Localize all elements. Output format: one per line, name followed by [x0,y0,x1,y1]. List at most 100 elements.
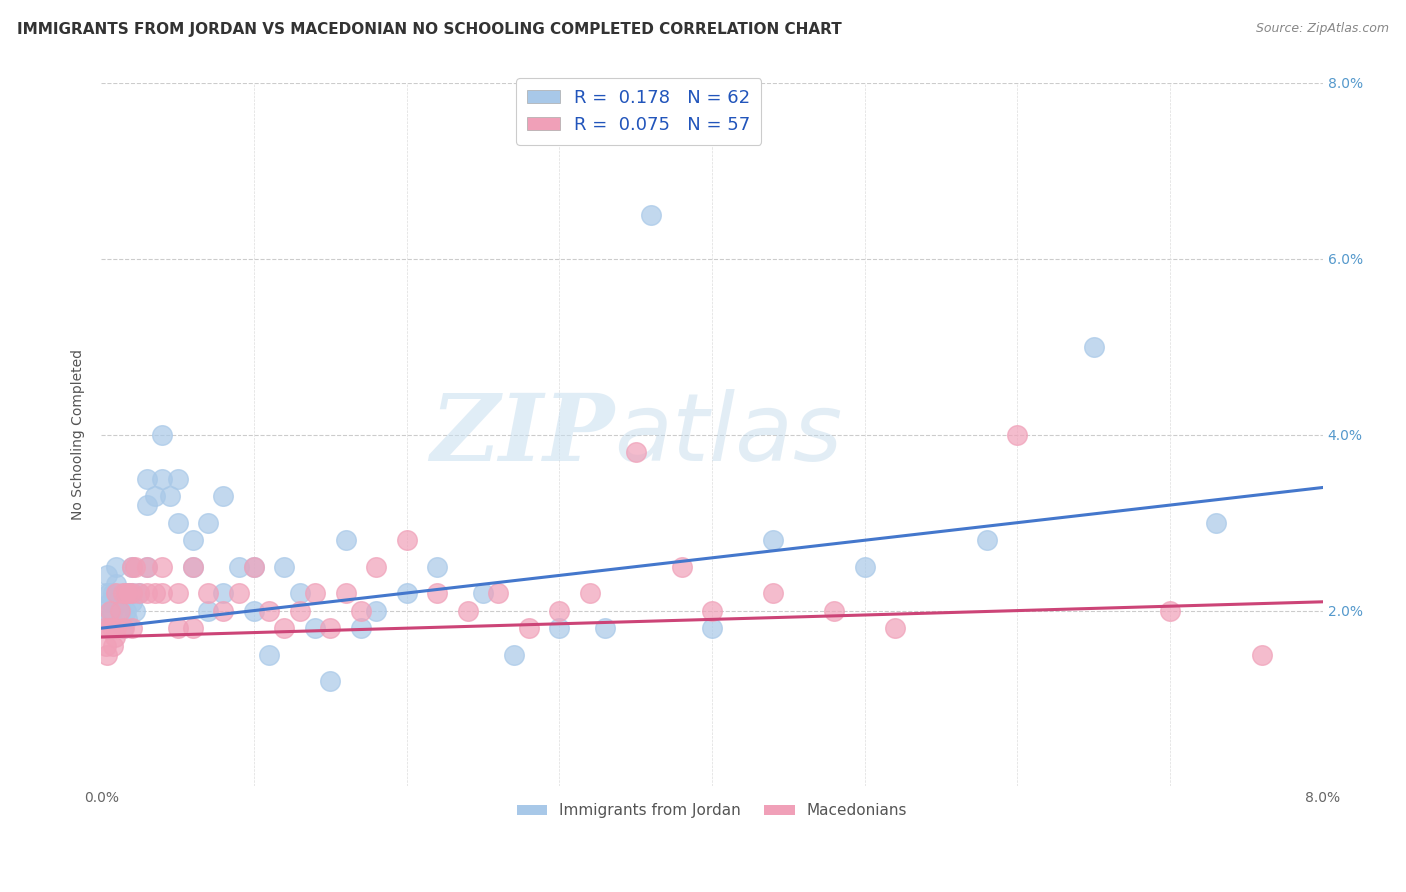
Point [486,586,509,600]
Point [273,621,295,635]
Point [257,604,280,618]
Point [257,648,280,662]
Point [112,621,135,635]
Point [517,621,540,635]
Point [288,604,311,618]
Point [112,586,135,600]
Point [197,604,219,618]
Point [273,559,295,574]
Point [197,516,219,530]
Point [181,533,204,548]
Point [1007,427,1029,442]
Point [288,586,311,600]
Text: IMMIGRANTS FROM JORDAN VS MACEDONIAN NO SCHOOLING COMPLETED CORRELATION CHART: IMMIGRANTS FROM JORDAN VS MACEDONIAN NO … [17,22,842,37]
Point [579,586,602,600]
Point [96,648,118,662]
Point [114,586,136,600]
Point [228,559,250,574]
Point [319,673,342,688]
Point [1205,516,1227,530]
Point [762,533,785,548]
Point [150,559,173,574]
Point [108,595,131,609]
Point [624,445,647,459]
Point [212,604,235,618]
Point [104,630,127,644]
Point [166,621,188,635]
Point [104,595,127,609]
Point [243,604,266,618]
Point [143,586,166,600]
Point [502,648,524,662]
Point [101,621,124,635]
Point [150,586,173,600]
Point [121,586,143,600]
Point [593,621,616,635]
Point [105,621,128,635]
Point [350,604,373,618]
Point [103,639,125,653]
Point [114,604,136,618]
Point [197,586,219,600]
Point [124,559,146,574]
Point [181,621,204,635]
Point [212,489,235,503]
Point [762,586,785,600]
Point [243,559,266,574]
Point [823,604,845,618]
Point [700,604,723,618]
Point [457,604,479,618]
Point [426,586,449,600]
Point [228,586,250,600]
Point [319,621,342,635]
Point [700,621,723,635]
Y-axis label: No Schooling Completed: No Schooling Completed [72,349,86,520]
Point [853,559,876,574]
Point [671,559,693,574]
Point [335,586,357,600]
Point [166,472,188,486]
Point [97,586,120,600]
Point [136,472,159,486]
Point [426,559,449,574]
Point [110,604,132,618]
Point [640,208,662,222]
Point [121,586,143,600]
Text: atlas: atlas [614,389,842,480]
Point [94,586,117,600]
Point [1159,604,1181,618]
Point [118,586,141,600]
Point [364,604,387,618]
Point [121,595,143,609]
Point [166,586,188,600]
Point [105,577,128,591]
Point [395,533,418,548]
Point [124,604,146,618]
Point [395,586,418,600]
Point [1250,648,1272,662]
Point [364,559,387,574]
Point [136,498,159,512]
Point [115,612,138,626]
Point [136,586,159,600]
Point [150,427,173,442]
Point [472,586,495,600]
Point [105,586,128,600]
Point [304,586,326,600]
Point [111,586,134,600]
Point [94,639,117,653]
Point [101,604,124,618]
Point [548,604,571,618]
Point [121,559,143,574]
Point [100,604,122,618]
Point [548,621,571,635]
Point [100,595,122,609]
Point [304,621,326,635]
Text: Source: ZipAtlas.com: Source: ZipAtlas.com [1256,22,1389,36]
Text: ZIP: ZIP [430,390,614,480]
Point [103,586,125,600]
Point [96,568,118,582]
Point [128,586,150,600]
Point [121,559,143,574]
Point [150,472,173,486]
